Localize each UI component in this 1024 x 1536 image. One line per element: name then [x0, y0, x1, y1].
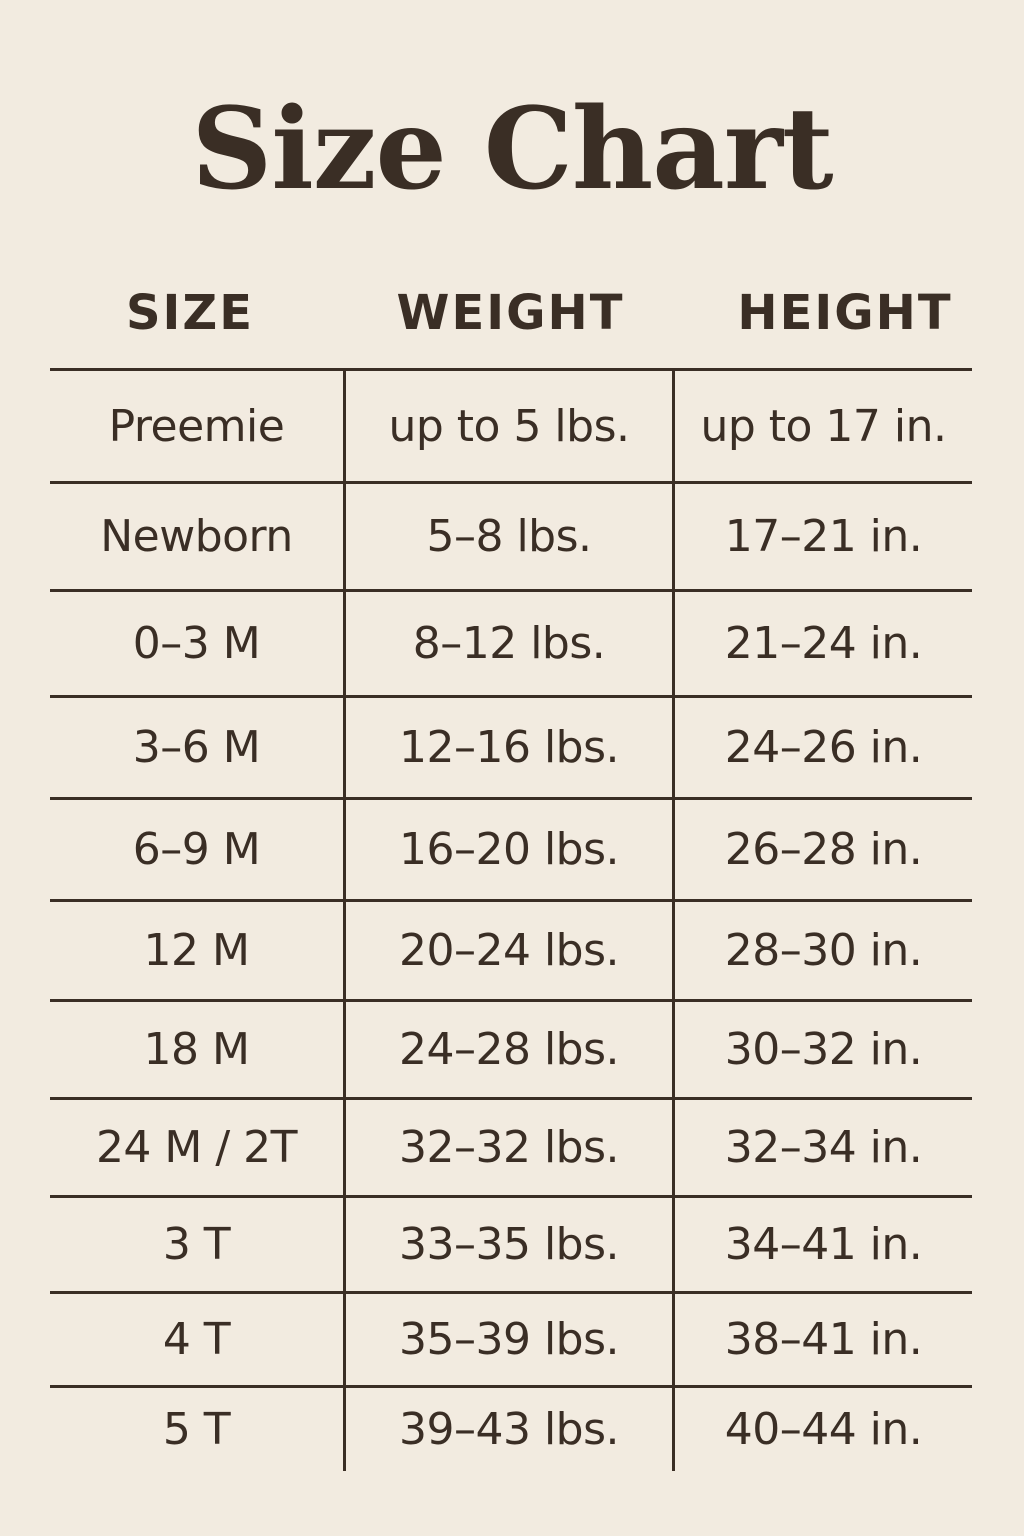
cell-weight: up to 5 lbs.	[346, 371, 675, 481]
cell-weight: 35–39 lbs.	[346, 1294, 675, 1385]
table-row: 3–6 M 12–16 lbs. 24–26 in.	[50, 695, 972, 797]
table-row: 12 M 20–24 lbs. 28–30 in.	[50, 899, 972, 999]
table-row: 6–9 M 16–20 lbs. 26–28 in.	[50, 797, 972, 899]
cell-weight: 24–28 lbs.	[346, 1002, 675, 1097]
cell-size: 3 T	[50, 1198, 346, 1291]
table-row: 4 T 35–39 lbs. 38–41 in.	[50, 1291, 972, 1385]
cell-height: 38–41 in.	[724, 1314, 923, 1365]
cell-weight: 39–43 lbs.	[346, 1388, 675, 1471]
cell-height: 26–28 in.	[724, 824, 923, 875]
table-row: 3 T 33–35 lbs. 34–41 in.	[50, 1195, 972, 1291]
header-height: HEIGHT	[737, 285, 953, 341]
cell-size: 0–3 M	[50, 592, 346, 695]
cell-size: 3–6 M	[50, 698, 346, 797]
cell-weight: 12–16 lbs.	[346, 698, 675, 797]
cell-weight: 20–24 lbs.	[346, 902, 675, 999]
cell-size: 18 M	[50, 1002, 346, 1097]
cell-weight: 32–32 lbs.	[346, 1100, 675, 1195]
cell-size: 4 T	[50, 1294, 346, 1385]
table-row: Preemie up to 5 lbs. up to 17 in.	[50, 368, 972, 481]
table-row: 5 T 39–43 lbs. 40–44 in.	[50, 1385, 972, 1471]
cell-size: 24 M / 2T	[50, 1100, 346, 1195]
cell-weight: 33–35 lbs.	[346, 1198, 675, 1291]
cell-height: 30–32 in.	[724, 1024, 923, 1075]
header-size: SIZE	[125, 285, 255, 341]
size-table: Preemie up to 5 lbs. up to 17 in. Newborn 5–…	[50, 368, 972, 1471]
cell-size: Preemie	[50, 371, 346, 481]
table-row: 18 M 24–28 lbs. 30–32 in.	[50, 999, 972, 1097]
cell-size: 6–9 M	[50, 800, 346, 899]
cell-weight: 5–8 lbs.	[346, 484, 675, 589]
page-title: Size Chart	[191, 84, 833, 215]
cell-size: Newborn	[50, 484, 346, 589]
cell-size: 12 M	[50, 902, 346, 999]
cell-height: 40–44 in.	[724, 1404, 923, 1455]
cell-height: 32–34 in.	[724, 1122, 923, 1173]
table-row: Newborn 5–8 lbs. 17–21 in.	[50, 481, 972, 589]
cell-height: up to 17 in.	[700, 400, 947, 452]
cell-height: 34–41 in.	[724, 1219, 923, 1270]
cell-height: 17–21 in.	[724, 511, 923, 562]
cell-height: 24–26 in.	[724, 722, 923, 773]
cell-height: 28–30 in.	[724, 925, 923, 976]
table-row: 24 M / 2T 32–32 lbs. 32–34 in.	[50, 1097, 972, 1195]
cell-weight: 8–12 lbs.	[346, 592, 675, 695]
cell-size: 5 T	[50, 1388, 346, 1471]
header-weight: WEIGHT	[396, 285, 625, 341]
cell-height: 21–24 in.	[724, 618, 923, 669]
table-row: 0–3 M 8–12 lbs. 21–24 in.	[50, 589, 972, 695]
cell-weight: 16–20 lbs.	[346, 800, 675, 899]
